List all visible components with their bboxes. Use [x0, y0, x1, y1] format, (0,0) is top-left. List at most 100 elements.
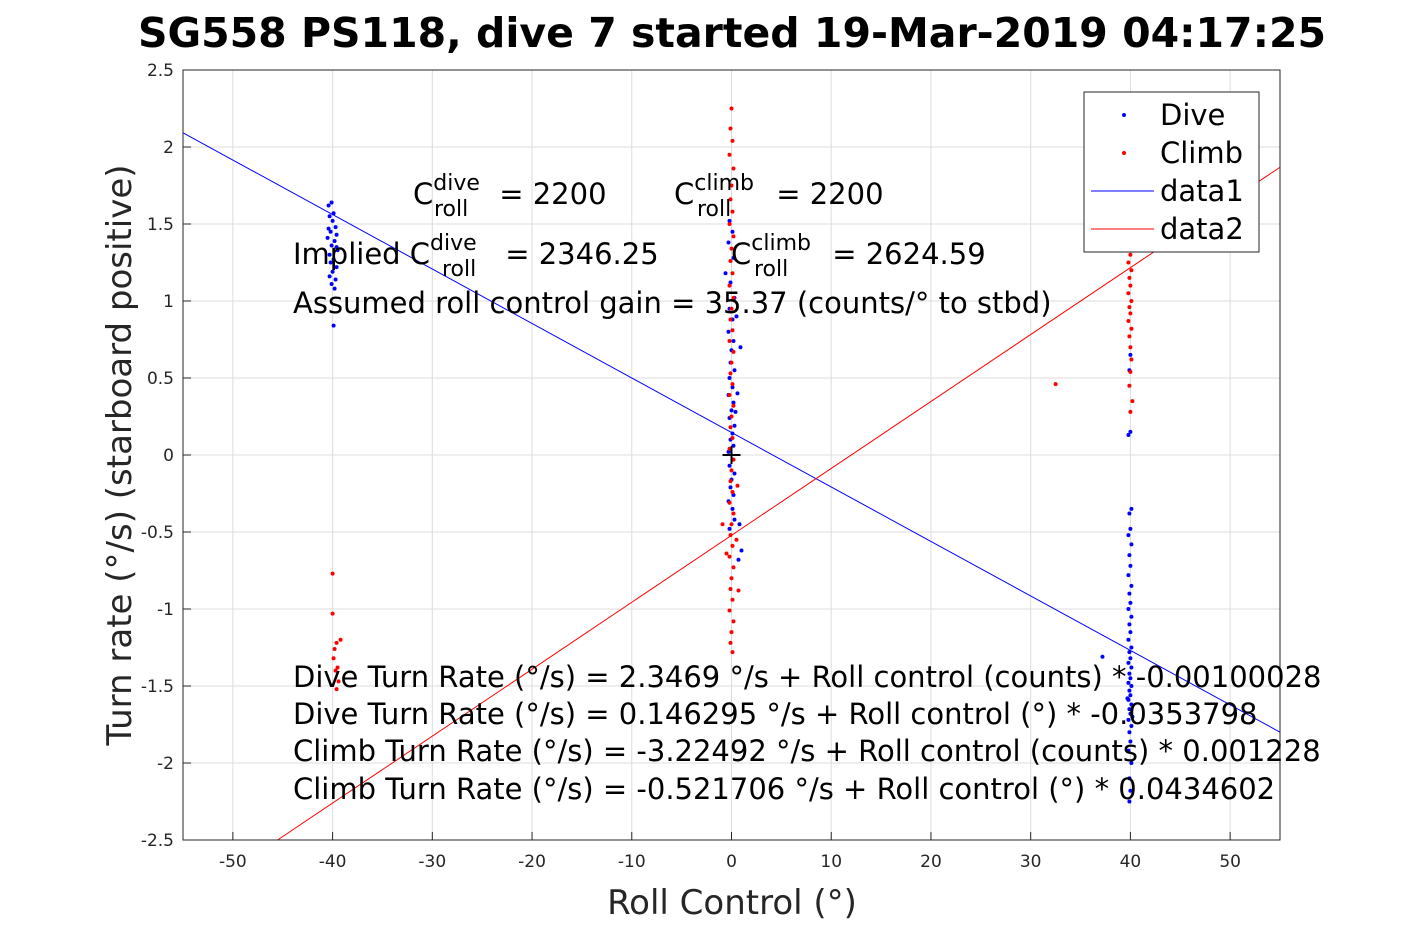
point-dive [1126, 680, 1131, 685]
point-dive [334, 265, 339, 270]
point-dive [328, 229, 333, 234]
point-climb [728, 258, 733, 263]
point-dive [1128, 563, 1133, 568]
point-dive [727, 526, 732, 531]
point-dive [738, 345, 743, 350]
x-tick-label: -40 [319, 852, 347, 872]
point-dive [730, 385, 735, 390]
point-dive [736, 557, 741, 562]
point-dive [739, 548, 744, 553]
point-dive [332, 286, 337, 291]
point-dive [1128, 693, 1133, 698]
y-axis-label: Turn rate (°/s) (starboard positive) [100, 164, 140, 746]
point-dive [329, 200, 334, 205]
x-ticks: -50 -40 -30 -20 -10 0 10 20 30 40 50 [219, 832, 1241, 872]
annotation-eq3: Climb Turn Rate (°/s) = -3.22492 °/s + R… [293, 734, 1321, 768]
point-dive [325, 235, 330, 240]
point-dive [334, 232, 339, 237]
point-dive [1126, 717, 1131, 722]
point-dive [1129, 506, 1134, 511]
point-climb [1128, 252, 1133, 257]
point-climb [1129, 357, 1134, 362]
implied-climb-sup: climb [751, 231, 811, 256]
point-dive [727, 376, 732, 380]
x-tick-label: 40 [1120, 852, 1142, 872]
legend-label-data2: data2 [1160, 212, 1244, 246]
point-climb [724, 551, 729, 556]
point-dive [1129, 665, 1134, 670]
point-dive [1129, 702, 1134, 707]
point-dive [1125, 696, 1130, 701]
point-climb [1127, 305, 1132, 310]
point-dive [326, 226, 331, 231]
point-dive [331, 257, 336, 262]
legend-swatch-dive [1122, 113, 1126, 117]
point-climb [727, 283, 732, 288]
point-climb [335, 665, 340, 670]
point-climb [728, 317, 733, 322]
point-dive [732, 368, 737, 373]
point-dive [1126, 573, 1131, 578]
point-climb [1128, 283, 1133, 288]
point-climb [729, 468, 734, 473]
x-tick-label: 20 [920, 852, 942, 872]
point-climb [1128, 369, 1133, 374]
implied-climb-value: = 2624.59 [823, 237, 986, 271]
y-tick-label: 1.5 [147, 215, 174, 235]
point-dive [1127, 688, 1132, 693]
point-dive [734, 314, 739, 319]
point-climb [728, 371, 733, 376]
annotation-eq2: Dive Turn Rate (°/s) = 0.146295 °/s + Ro… [293, 697, 1258, 731]
y-tick-label: 2.5 [147, 61, 174, 81]
point-dive [735, 391, 740, 396]
point-dive [331, 211, 336, 216]
point-climb [1130, 399, 1135, 404]
point-climb [1127, 275, 1132, 280]
point-dive [731, 493, 736, 498]
point-climb [729, 306, 734, 311]
origin-marker [722, 446, 741, 464]
point-climb [330, 571, 335, 576]
y-tick-label: -2 [157, 754, 174, 774]
point-dive [329, 282, 334, 287]
point-dive [728, 280, 733, 285]
point-climb [727, 152, 732, 157]
point-dive [1128, 711, 1133, 716]
point-climb [735, 483, 740, 488]
c-roll-dive-sup: dive [433, 171, 480, 196]
point-climb [729, 522, 734, 527]
point-dive [329, 243, 334, 248]
point-dive [1100, 654, 1105, 659]
point-climb [729, 576, 734, 581]
legend-box [1083, 91, 1260, 253]
point-climb [728, 479, 733, 484]
point-dive [332, 238, 337, 243]
c-roll-dive-value: = 2200 [490, 177, 607, 211]
c-roll-dive-prefix: C [413, 177, 433, 211]
point-dive [1126, 607, 1131, 611]
point-dive [733, 409, 738, 414]
x-tick-label: 30 [1020, 852, 1042, 872]
point-dive [728, 485, 733, 490]
point-dive [1127, 591, 1132, 596]
point-dive [1128, 429, 1133, 434]
point-climb [728, 586, 733, 591]
point-climb [731, 403, 736, 408]
chart-title: SG558 PS118, dive 7 started 19-Mar-2019 … [138, 9, 1326, 57]
point-dive [732, 517, 737, 522]
c-roll-climb-prefix: C [674, 177, 694, 211]
point-climb [331, 656, 336, 661]
point-climb [727, 554, 732, 559]
point-dive [1128, 526, 1133, 531]
implied-dive-value: = 2346.25 [496, 237, 659, 271]
point-climb [728, 640, 733, 645]
point-climb [1129, 299, 1134, 303]
point-climb [729, 360, 734, 365]
c-roll-dive-sub: roll [434, 197, 468, 222]
point-dive [335, 248, 340, 253]
data-points [325, 106, 1135, 804]
point-climb [1126, 291, 1131, 296]
point-climb [338, 637, 343, 642]
point-climb [1129, 268, 1134, 273]
point-climb [728, 533, 733, 538]
